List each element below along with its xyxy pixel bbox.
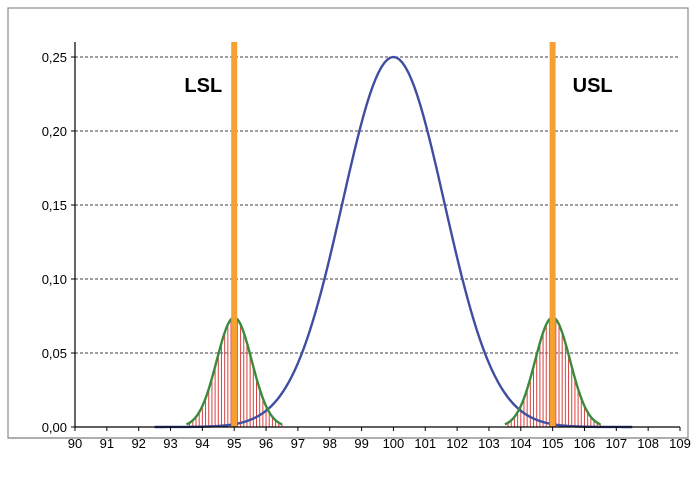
x-tick-label: 97 [291, 436, 305, 451]
x-tick-label: 106 [574, 436, 596, 451]
x-tick-label: 96 [259, 436, 273, 451]
y-tick-label: 0,05 [42, 346, 67, 361]
x-tick-label: 91 [100, 436, 114, 451]
y-tick-label: 0,25 [42, 50, 67, 65]
y-tick-labels: 0,00 0,05 0,10 0,15 0,20 0,25 [42, 50, 67, 435]
gridlines [75, 56, 680, 354]
x-tick-label: 100 [383, 436, 405, 451]
x-tick-label: 104 [510, 436, 532, 451]
x-tick-label: 108 [637, 436, 659, 451]
x-tick-label: 95 [227, 436, 241, 451]
x-tick-label: 93 [163, 436, 177, 451]
x-tick-label: 98 [323, 436, 337, 451]
usl-label: USL [573, 75, 613, 97]
x-tick-label: 105 [542, 436, 564, 451]
y-tick-label: 0,15 [42, 198, 67, 213]
x-tick-label: 103 [478, 436, 500, 451]
x-tick-label: 92 [131, 436, 145, 451]
x-tick-label: 90 [68, 436, 82, 451]
axes [71, 42, 681, 431]
x-tick-labels: 90 91 92 93 94 95 96 97 98 99 100 101 102 103 104 105 10… [68, 436, 691, 451]
lsl-label: LSL [184, 75, 222, 97]
x-tick-label: 107 [605, 436, 627, 451]
x-tick-label: 99 [354, 436, 368, 451]
x-tick-label: 101 [414, 436, 436, 451]
y-tick-label: 0,10 [42, 272, 67, 287]
x-tick-label: 102 [446, 436, 468, 451]
y-tick-label: 0,20 [42, 124, 67, 139]
x-tick-label: 109 [669, 436, 691, 451]
x-tick-label: 94 [195, 436, 209, 451]
spec-limits: LSL USL [184, 42, 613, 427]
y-tick-label: 0,00 [42, 420, 67, 435]
